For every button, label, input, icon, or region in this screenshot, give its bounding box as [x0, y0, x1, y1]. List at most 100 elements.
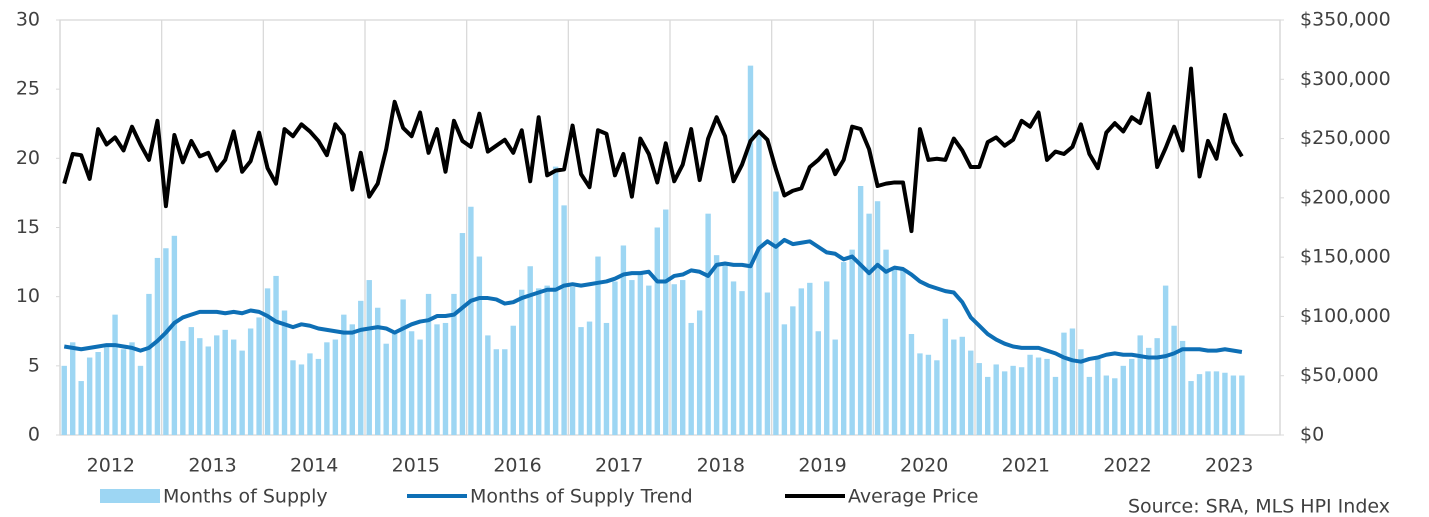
- y2-tick-label: $0: [1300, 424, 1324, 446]
- x-tick-label: 2019: [798, 455, 846, 477]
- bar: [646, 285, 652, 435]
- y-tick-label: 20: [16, 147, 40, 169]
- bar: [510, 325, 516, 435]
- bar: [917, 353, 923, 435]
- bar: [908, 334, 915, 435]
- bar: [535, 288, 542, 435]
- bar: [290, 360, 296, 435]
- y-tick-label: 5: [28, 354, 40, 376]
- bar: [824, 281, 830, 435]
- bar: [307, 353, 313, 435]
- bar: [1069, 328, 1076, 435]
- bar: [891, 269, 898, 435]
- bar: [866, 213, 872, 435]
- bar: [832, 339, 838, 435]
- bar: [417, 339, 423, 435]
- bar: [247, 328, 254, 435]
- bar: [857, 186, 864, 435]
- x-tick-label: 2022: [1103, 455, 1151, 477]
- bar: [959, 336, 965, 435]
- bar: [968, 350, 974, 435]
- x-tick-label: 2020: [900, 455, 948, 477]
- bar: [756, 133, 762, 435]
- bar: [612, 281, 618, 435]
- bar: [840, 262, 847, 435]
- bar: [985, 376, 991, 435]
- bar: [1205, 371, 1211, 435]
- line-series: [63, 237, 1243, 364]
- bar: [137, 365, 144, 435]
- bar: [61, 365, 67, 435]
- bar: [341, 314, 347, 435]
- bar: [925, 354, 932, 435]
- bar: [70, 342, 76, 435]
- bar: [230, 339, 237, 435]
- bar: [1001, 371, 1008, 435]
- bar: [1018, 367, 1025, 435]
- y-tick-label: 30: [16, 9, 40, 31]
- bar: [425, 293, 432, 435]
- bar: [561, 205, 567, 435]
- bar: [1239, 375, 1245, 435]
- bar: [1196, 374, 1203, 435]
- bar: [332, 339, 339, 435]
- bar: [112, 314, 118, 435]
- y-tick-label: 0: [28, 424, 40, 446]
- x-tick-label: 2013: [188, 455, 236, 477]
- y-tick-label: 25: [16, 78, 40, 100]
- bar: [1230, 375, 1237, 435]
- bar: [171, 235, 178, 435]
- bar: [383, 343, 389, 435]
- bar: [502, 349, 508, 435]
- legend-label: Months of Supply: [163, 486, 328, 508]
- bar: [527, 266, 533, 435]
- legend-label: Average Price: [848, 486, 978, 508]
- bar: [663, 209, 669, 435]
- bar: [1120, 365, 1126, 435]
- y2-tick-label: $150,000: [1300, 246, 1391, 268]
- bar: [468, 206, 474, 435]
- bar: [680, 280, 686, 435]
- bar: [815, 331, 821, 435]
- bar: [942, 318, 949, 435]
- bar: [874, 201, 881, 435]
- bar: [103, 345, 110, 435]
- bar: [900, 270, 906, 435]
- bar: [730, 281, 737, 435]
- bar: [366, 280, 372, 435]
- y2-tick-label: $250,000: [1300, 127, 1391, 149]
- bar: [86, 357, 93, 435]
- bar: [400, 299, 406, 435]
- bar: [222, 329, 228, 435]
- x-tick-label: 2014: [290, 455, 338, 477]
- bar: [120, 349, 127, 435]
- bar: [849, 249, 855, 435]
- bar: [1027, 354, 1033, 435]
- x-tick-label: 2012: [87, 455, 135, 477]
- bar: [129, 342, 135, 435]
- bar: [713, 255, 720, 435]
- bar: [552, 166, 559, 435]
- bar: [993, 364, 999, 435]
- bar: [544, 285, 550, 435]
- bar: [1213, 371, 1220, 435]
- bar: [637, 274, 644, 435]
- bar: [324, 342, 330, 435]
- bar: [629, 280, 635, 435]
- line-series: [62, 66, 1244, 234]
- bar: [654, 227, 660, 435]
- bar: [1162, 285, 1169, 435]
- bar: [239, 350, 245, 435]
- y2-tick-label: $100,000: [1300, 305, 1391, 327]
- x-tick-label: 2023: [1205, 455, 1253, 477]
- bar: [1129, 358, 1135, 435]
- bar: [696, 310, 703, 435]
- bar: [298, 364, 305, 435]
- y2-tick-label: $350,000: [1300, 9, 1391, 31]
- source-note: Source: SRA, MLS HPI Index: [1128, 496, 1390, 517]
- bar: [578, 327, 584, 435]
- bar: [722, 263, 728, 435]
- bar: [163, 248, 169, 435]
- bar: [1154, 338, 1160, 435]
- bar: [569, 286, 576, 435]
